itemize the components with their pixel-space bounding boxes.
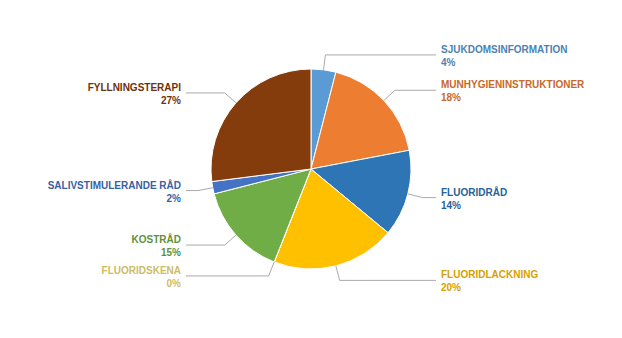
data-label: 14% — [441, 200, 461, 211]
leader-line — [186, 93, 236, 103]
slice — [211, 69, 311, 182]
data-label: 2% — [167, 193, 182, 204]
leader-line — [186, 262, 274, 276]
data-label-category: SALIVSTIMULERANDE RÅD — [48, 179, 181, 191]
data-label: 20% — [441, 282, 461, 293]
data-label: 18% — [441, 92, 461, 103]
data-label: 27% — [161, 95, 181, 106]
data-label: 4% — [441, 57, 456, 68]
leader-line — [336, 266, 436, 281]
leader-line — [186, 188, 213, 191]
chart: SJUKDOMSINFORMATION 4% MUNHYGIENINSTRUKTIO… — [0, 0, 622, 338]
data-label-category: FLUORIDSKENA — [102, 265, 181, 276]
data-label: 0% — [167, 278, 182, 289]
leader-line — [384, 90, 436, 100]
pie — [211, 69, 411, 269]
data-label-category: KOSTRÅD — [132, 233, 181, 245]
labels: SJUKDOMSINFORMATION 4% MUNHYGIENINSTRUKTIO… — [48, 44, 585, 293]
data-label: 15% — [161, 247, 181, 258]
leader-line — [324, 55, 436, 70]
data-label-category: FYLLNINGSTERAPI — [88, 82, 182, 93]
leader-line — [408, 194, 436, 198]
data-label-category: SJUKDOMSINFORMATION — [441, 44, 567, 55]
leader-line — [186, 235, 236, 245]
data-label-category: MUNHYGIENINSTRUKTIONER — [441, 79, 585, 90]
data-label-category: FLUORIDLACKNING — [441, 269, 538, 280]
data-label-category: FLUORIDRÅD — [441, 186, 507, 198]
